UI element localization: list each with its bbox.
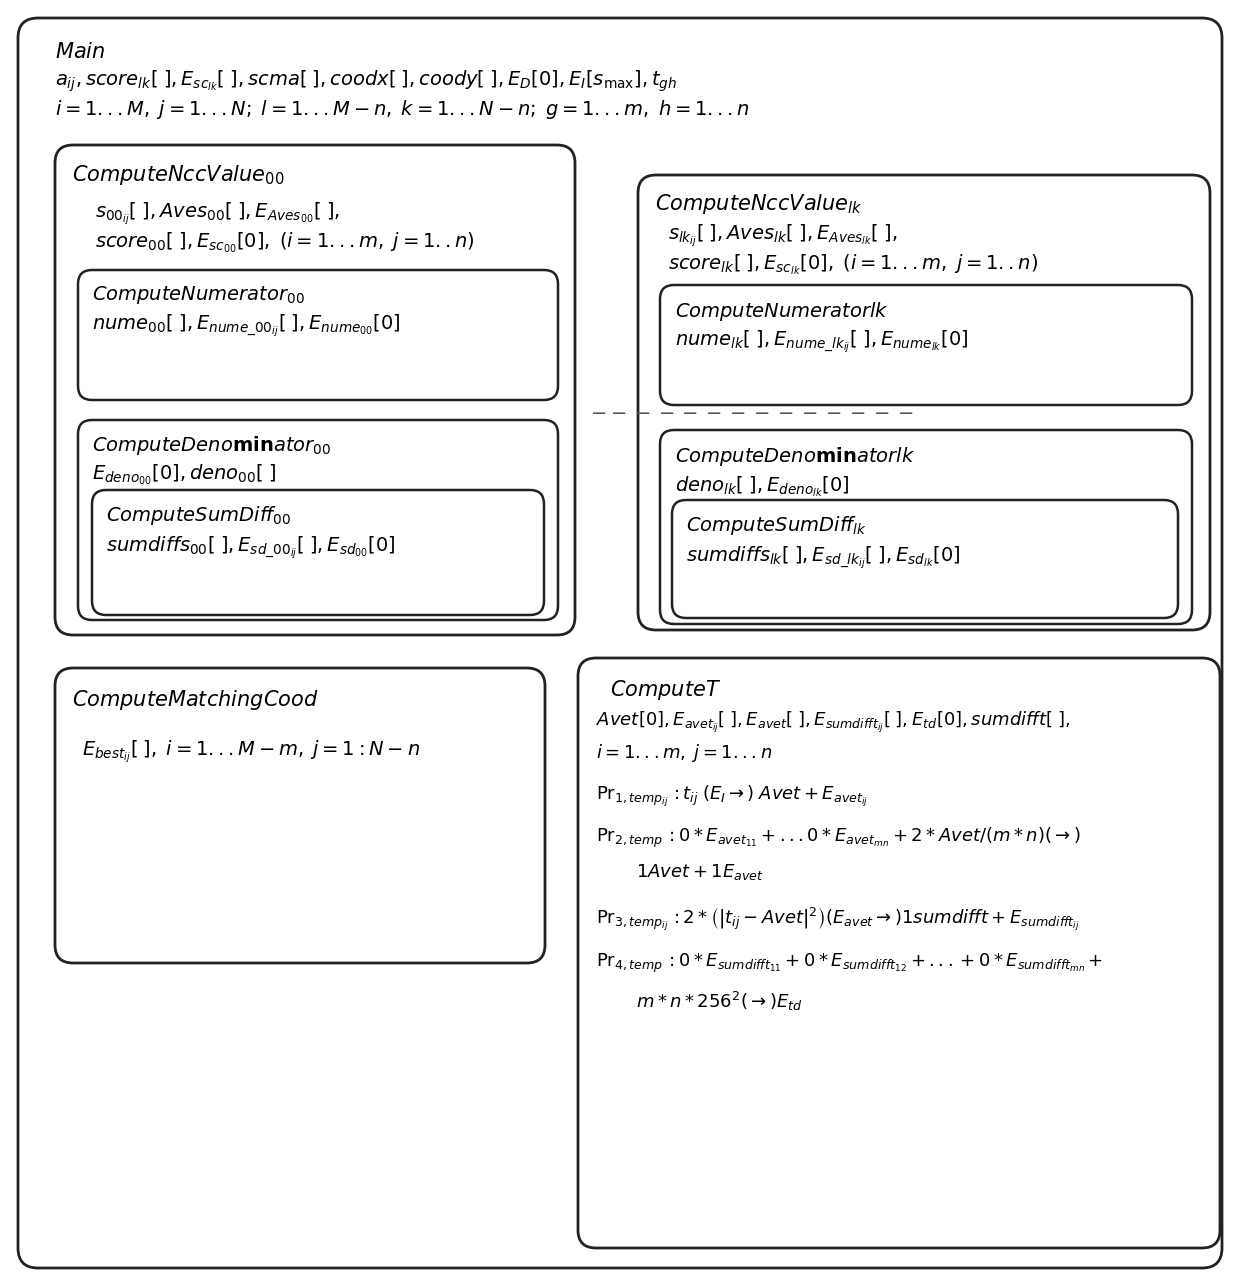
Text: $\it{ComputeNccValue}_{00}$: $\it{ComputeNccValue}_{00}$ (72, 163, 284, 186)
FancyBboxPatch shape (55, 667, 546, 963)
Text: $E_{deno_{00}}[0], deno_{00}[\;]$: $E_{deno_{00}}[0], deno_{00}[\;]$ (92, 462, 277, 486)
Text: $\it{Main}$: $\it{Main}$ (55, 42, 105, 62)
Text: $- - - - - - - - - - - - - -$: $- - - - - - - - - - - - - -$ (590, 403, 914, 421)
Text: $\it{ComputeSumDiff}_{lk}$: $\it{ComputeSumDiff}_{lk}$ (686, 514, 867, 538)
Text: $\it{ComputeMatchingCood}$: $\it{ComputeMatchingCood}$ (72, 688, 319, 712)
FancyBboxPatch shape (92, 490, 544, 615)
Text: $score_{00}[\;], E_{sc_{00}}[0],\; (i=1...m,\; j=1..n)$: $score_{00}[\;], E_{sc_{00}}[0],\; (i=1.… (95, 230, 475, 255)
Text: $\Pr_{2,temp}: 0*E_{avet_{11}}+...0*E_{avet_{mn}}+2*Avet/(m*n)(\rightarrow)$: $\Pr_{2,temp}: 0*E_{avet_{11}}+...0*E_{a… (596, 826, 1081, 850)
Text: $\it{ComputeT}$: $\it{ComputeT}$ (610, 678, 722, 702)
Text: $\it{ComputeDeno}\mathbf{min}\it{ator}_{00}$: $\it{ComputeDeno}\mathbf{min}\it{ator}_{… (92, 433, 331, 457)
Text: $\Pr_{1,temp_{ij}}: t_{ij}\; (E_I \rightarrow)\; Avet + E_{avet_{ij}}$: $\Pr_{1,temp_{ij}}: t_{ij}\; (E_I \right… (596, 784, 868, 809)
FancyBboxPatch shape (578, 658, 1220, 1247)
Text: $sumdiffs_{00}[\;], E_{sd\_00_{ij}}[\;], E_{sd_{00}}[0]$: $sumdiffs_{00}[\;], E_{sd\_00_{ij}}[\;],… (105, 534, 396, 561)
Text: $\it{ComputeNccValue}_{lk}$: $\it{ComputeNccValue}_{lk}$ (655, 192, 863, 216)
Text: $nume_{lk}[\;], E_{nume\_lk_{ij}}[\;], E_{nume_{lk}}[0]$: $nume_{lk}[\;], E_{nume\_lk_{ij}}[\;], E… (675, 328, 968, 355)
FancyBboxPatch shape (660, 285, 1192, 405)
Text: $s_{00_{ij}}[\;], Aves_{00}[\;], E_{Aves_{00}}[\;],$: $s_{00_{ij}}[\;], Aves_{00}[\;], E_{Aves… (95, 201, 340, 226)
Text: $i=1...m,\; j=1...n$: $i=1...m,\; j=1...n$ (596, 742, 773, 764)
Text: $a_{ij}, score_{lk}[\;], E_{sc_{lk}}[\;], scma[\;], coodx[\;], coody[\;], E_D[0]: $a_{ij}, score_{lk}[\;], E_{sc_{lk}}[\;]… (55, 68, 677, 94)
Text: $1Avet + 1E_{avet}$: $1Avet + 1E_{avet}$ (636, 862, 764, 882)
Text: $deno_{lk}[\;], E_{deno_{lk}}[0]$: $deno_{lk}[\;], E_{deno_{lk}}[0]$ (675, 475, 849, 499)
Text: $s_{lk_{ij}}[\;], Aves_{lk}[\;], E_{Aves_{lk}}[\;],$: $s_{lk_{ij}}[\;], Aves_{lk}[\;], E_{Aves… (668, 222, 898, 248)
Text: $\it{ComputeNumerator}lk$: $\it{ComputeNumerator}lk$ (675, 300, 889, 323)
Text: $score_{lk}[\;], E_{sc_{lk}}[0],\; (i=1...m,\; j=1..n)$: $score_{lk}[\;], E_{sc_{lk}}[0],\; (i=1.… (668, 252, 1038, 276)
FancyBboxPatch shape (19, 18, 1221, 1268)
Text: $\it{ComputeSumDiff}_{00}$: $\it{ComputeSumDiff}_{00}$ (105, 504, 291, 527)
FancyBboxPatch shape (78, 270, 558, 400)
Text: $m*n*256^2(\rightarrow) E_{td}$: $m*n*256^2(\rightarrow) E_{td}$ (636, 990, 802, 1013)
FancyBboxPatch shape (78, 421, 558, 620)
Text: $sumdiffs_{lk}[\;], E_{sd\_lk_{ij}}[\;], E_{sd_{lk}}[0]$: $sumdiffs_{lk}[\;], E_{sd\_lk_{ij}}[\;],… (686, 544, 961, 571)
Text: $i=1...M,\; j=1...N;\; l=1...M-n,\; k=1...N-n;\; g=1...m,\; h=1...n$: $i=1...M,\; j=1...N;\; l=1...M-n,\; k=1.… (55, 98, 750, 121)
Text: $Avet[0], E_{avet_{ij}}[\;], E_{avet}[\;], E_{sumdifft_{ij}}[\;], E_{td}[0], sum: $Avet[0], E_{avet_{ij}}[\;], E_{avet}[\;… (596, 710, 1070, 736)
Text: $\it{ComputeDeno}\mathbf{min}\it{ator}lk$: $\it{ComputeDeno}\mathbf{min}\it{ator}lk… (675, 445, 915, 468)
Text: $\Pr_{4,temp}: 0*E_{sumdifft_{11}}+0*E_{sumdifft_{12}}+...+0*E_{sumdifft_{mn}}+$: $\Pr_{4,temp}: 0*E_{sumdifft_{11}}+0*E_{… (596, 952, 1104, 975)
Text: $nume_{00}[\;], E_{nume\_00_{ij}}[\;], E_{nume_{00}}[0]$: $nume_{00}[\;], E_{nume\_00_{ij}}[\;], E… (92, 312, 401, 338)
FancyBboxPatch shape (660, 430, 1192, 624)
FancyBboxPatch shape (672, 500, 1178, 619)
FancyBboxPatch shape (55, 145, 575, 635)
Text: $\Pr_{3,temp_{ij}}: 2*\left(\left|t_{ij}-Avet\right|^2\right)(E_{avet} \rightarr: $\Pr_{3,temp_{ij}}: 2*\left(\left|t_{ij}… (596, 907, 1080, 934)
Text: $E_{best_{ij}}[\;],\; i=1...M-m,\; j=1:N-n$: $E_{best_{ij}}[\;],\; i=1...M-m,\; j=1:N… (82, 738, 420, 765)
Text: $\it{ComputeNumerator}_{00}$: $\it{ComputeNumerator}_{00}$ (92, 284, 305, 306)
FancyBboxPatch shape (639, 175, 1210, 630)
